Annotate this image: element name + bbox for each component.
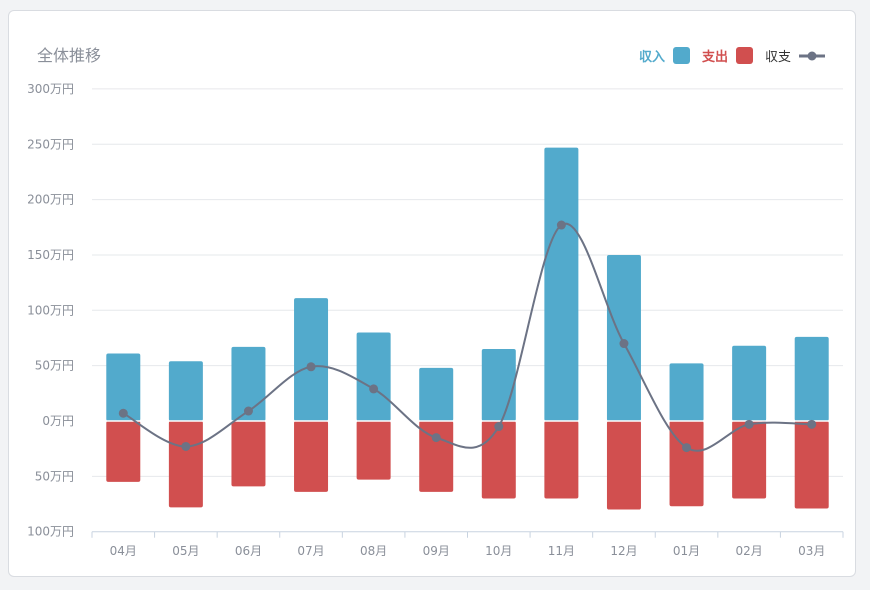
expense-bar: [419, 421, 454, 492]
balance-point: [431, 433, 441, 443]
income-bar: [794, 336, 829, 421]
income-bar: [106, 353, 141, 421]
y-tick-label: 50万円: [35, 469, 74, 483]
income-bar: [544, 147, 579, 422]
y-tick-label: 50万円: [35, 359, 74, 373]
x-tick-label: 12月: [610, 544, 637, 558]
income-bar: [732, 345, 767, 421]
expense-bar: [356, 421, 391, 480]
balance-point: [369, 384, 379, 394]
expense-bar: [168, 421, 203, 508]
balance-point: [744, 419, 754, 429]
y-tick-label: 0万円: [42, 414, 74, 428]
expense-bar: [481, 421, 516, 499]
balance-point: [306, 362, 316, 372]
x-tick-label: 10月: [485, 544, 512, 558]
balance-point: [243, 406, 253, 416]
expense-bar: [669, 421, 704, 507]
x-tick-label: 04月: [110, 544, 137, 558]
income-bar: [419, 367, 454, 421]
legend-balance-label[interactable]: 収支: [764, 50, 791, 65]
x-tick-label: 06月: [235, 544, 262, 558]
balance-point: [494, 422, 504, 432]
expense-bar: [231, 421, 266, 487]
x-tick-label: 01月: [673, 544, 700, 558]
y-tick-label: 250万円: [27, 137, 74, 151]
legend-income-swatch[interactable]: [672, 47, 690, 64]
income-bar: [231, 346, 266, 421]
y-tick-label: 100万円: [27, 303, 74, 317]
expense-bar: [794, 421, 829, 509]
balance-point: [619, 339, 629, 349]
legend-expense-swatch[interactable]: [735, 47, 753, 64]
expense-bar: [606, 421, 641, 510]
income-bar: [168, 361, 203, 421]
x-tick-label: 08月: [360, 544, 387, 558]
y-tick-label: 300万円: [27, 82, 74, 96]
balance-line: [122, 222, 812, 452]
income-bar: [606, 254, 641, 421]
legend-balance-line-icon[interactable]: [799, 51, 825, 61]
x-tick-label: 09月: [423, 544, 450, 558]
legend-income-label[interactable]: 収入: [638, 50, 665, 65]
expense-bar: [294, 421, 329, 492]
expense-bar: [732, 421, 767, 499]
income-bar: [356, 332, 391, 421]
income-bar: [481, 349, 516, 421]
x-tick-label: 11月: [548, 544, 575, 558]
legend-expense-label[interactable]: 支出: [701, 50, 728, 65]
x-tick-label: 03月: [798, 544, 825, 558]
income-bar: [669, 363, 704, 421]
balance-point: [118, 408, 128, 418]
y-tick-label: 100万円: [27, 525, 74, 539]
expense-bar: [106, 421, 141, 482]
x-tick-label: 05月: [172, 544, 199, 558]
balance-point: [556, 220, 566, 230]
y-tick-label: 200万円: [27, 193, 74, 207]
x-tick-label: 07月: [297, 544, 324, 558]
chart-title: 全体推移: [37, 46, 102, 65]
expense-bar: [544, 421, 579, 499]
x-tick-label: 02月: [735, 544, 762, 558]
y-tick-label: 150万円: [27, 248, 74, 262]
balance-point: [181, 441, 191, 451]
income-bar: [294, 298, 329, 421]
balance-point: [682, 443, 692, 453]
balance-point: [807, 419, 817, 429]
chart-legend: 収入 支出 収支: [639, 46, 825, 65]
